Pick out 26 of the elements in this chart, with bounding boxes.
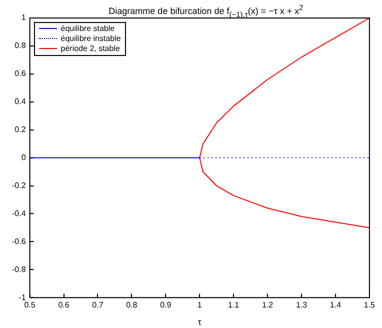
x-tick-label: 1.5 bbox=[364, 300, 376, 310]
legend-label: équilibre instable bbox=[60, 34, 121, 43]
x-tick-label: 0.7 bbox=[92, 300, 104, 310]
y-tick-label: -0.6 bbox=[12, 236, 26, 246]
y-tick-label: -0.2 bbox=[12, 180, 26, 190]
x-tick-label: 0.6 bbox=[58, 300, 70, 310]
y-tick-label: 1 bbox=[21, 13, 26, 22]
legend-label: équilibre stable bbox=[60, 24, 115, 33]
y-tick-label: 0.6 bbox=[14, 69, 26, 78]
legend-label: période 2, stable bbox=[60, 44, 120, 53]
x-tick-label: 0.8 bbox=[126, 300, 138, 310]
y-tick-label: -0.8 bbox=[12, 264, 26, 274]
y-tick-label: -0.4 bbox=[12, 208, 26, 218]
y-tick-label: -1 bbox=[18, 292, 26, 302]
y-tick-label: 0.8 bbox=[14, 41, 26, 50]
y-tick-label: 0 bbox=[21, 153, 26, 162]
x-tick-label: 1.2 bbox=[262, 300, 274, 310]
x-tick-label: 1.4 bbox=[330, 300, 342, 310]
x-tick-label: 1.3 bbox=[296, 300, 308, 310]
x-tick-label: 0.5 bbox=[24, 300, 36, 310]
x-tick-label: 0.9 bbox=[160, 300, 172, 310]
x-tick-label: 1.1 bbox=[228, 300, 240, 310]
y-tick-label: 0.2 bbox=[14, 125, 26, 134]
x-tick-label: 1 bbox=[197, 300, 202, 310]
x-axis-title: τ bbox=[198, 317, 202, 328]
y-tick-label: 0.4 bbox=[14, 97, 26, 106]
